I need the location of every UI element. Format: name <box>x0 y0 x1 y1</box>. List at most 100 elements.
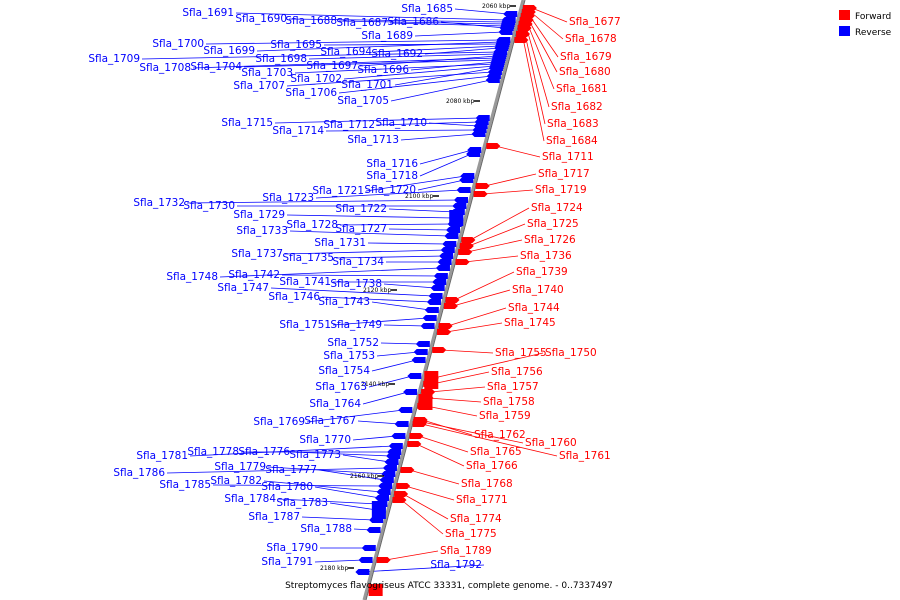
reverse-gene-arrow <box>407 373 422 379</box>
leader-line <box>416 443 465 467</box>
scale-tick-2120-kbp: 2120 kbp <box>363 287 391 294</box>
gene-label-sfla-1759: Sfla_1759 <box>479 410 531 422</box>
reverse-gene-arrow <box>456 187 471 193</box>
gene-label-sfla-1690: Sfla_1690 <box>235 13 287 25</box>
leader-line <box>452 289 511 307</box>
leader-line <box>454 8 509 15</box>
reverse-gene-arrow <box>366 527 381 533</box>
reverse-gene-arrow <box>415 341 430 347</box>
forward-gene-arrow <box>407 441 422 447</box>
leader-line <box>531 7 568 23</box>
leader-line <box>383 324 426 327</box>
reverse-gene-arrow <box>503 11 518 17</box>
gene-label-sfla-1678: Sfla_1678 <box>565 33 617 45</box>
leader-line <box>368 375 413 388</box>
leader-line <box>454 271 515 301</box>
gene-label-sfla-1779: Sfla_1779 <box>214 461 266 473</box>
leader-line <box>373 45 500 53</box>
forward-gene-arrow <box>517 25 532 31</box>
leader-line <box>422 421 524 444</box>
leader-line <box>402 493 449 520</box>
legend-reverse-label: Reverse <box>855 28 892 38</box>
gene-label-sfla-1735: Sfla_1735 <box>282 252 334 264</box>
forward-gene-arrow <box>409 433 424 439</box>
gene-label-sfla-1749: Sfla_1749 <box>330 319 382 331</box>
forward-gene-arrow <box>475 183 490 189</box>
gene-label-sfla-1753: Sfla_1753 <box>323 350 375 362</box>
leader-line <box>419 153 472 177</box>
leader-line <box>291 451 392 457</box>
reverse-gene-arrow <box>355 569 370 575</box>
gene-label-sfla-1702: Sfla_1702 <box>290 73 342 85</box>
forward-gene-arrow <box>437 329 452 335</box>
leader-line <box>284 249 446 255</box>
gene-label-sfla-1776: Sfla_1776 <box>238 446 290 458</box>
reverse-gene-arrow <box>426 299 441 305</box>
gene-label-sfla-1688: Sfla_1688 <box>285 15 337 27</box>
gene-label-sfla-1717: Sfla_1717 <box>538 168 590 180</box>
reverse-gene-arrow <box>384 459 399 465</box>
gene-label-sfla-1730: Sfla_1730 <box>183 200 235 212</box>
leader-line <box>294 63 496 74</box>
reverse-gene-arrow <box>394 421 409 427</box>
leader-line <box>141 51 499 60</box>
leader-line <box>263 480 382 493</box>
gene-label-sfla-1681: Sfla_1681 <box>556 83 608 95</box>
reverse-gene-arrow <box>386 453 401 459</box>
leader-line <box>380 342 421 345</box>
forward-gene-arrow <box>443 303 458 309</box>
leader-line <box>332 317 428 326</box>
gene-label-sfla-1695: Sfla_1695 <box>270 39 322 51</box>
legend-forward-swatch <box>839 10 850 20</box>
leader-line <box>528 19 558 73</box>
gene-label-sfla-1746: Sfla_1746 <box>268 291 320 303</box>
gene-label-sfla-1781: Sfla_1781 <box>136 450 188 462</box>
forward-gene-arrow <box>394 491 409 497</box>
leader-line <box>524 33 546 125</box>
gene-label-sfla-1692: Sfla_1692 <box>371 48 423 60</box>
leader-line <box>426 405 478 417</box>
leader-line <box>484 173 537 187</box>
forward-gene-block <box>368 584 383 596</box>
gene-label-sfla-1739: Sfla_1739 <box>516 266 568 278</box>
gene-label-sfla-1682: Sfla_1682 <box>551 101 603 113</box>
reverse-gene-arrow <box>446 227 461 233</box>
leader-line <box>365 175 466 192</box>
leader-line <box>256 41 501 52</box>
forward-gene-arrow <box>461 237 476 243</box>
gene-label-sfla-1761: Sfla_1761 <box>559 450 611 462</box>
leader-line <box>281 274 439 277</box>
gene-label-sfla-1750: Sfla_1750 <box>545 347 597 359</box>
gene-label-sfla-1738: Sfla_1738 <box>330 278 382 290</box>
scale-tick-2100-kbp: 2100 kbp <box>405 193 433 200</box>
gene-label-sfla-1734: Sfla_1734 <box>332 256 384 268</box>
leader-line <box>289 230 450 237</box>
gene-label-sfla-1727: Sfla_1727 <box>335 223 387 235</box>
reverse-gene-arrow <box>420 323 435 329</box>
gene-label-sfla-1751: Sfla_1751 <box>279 319 331 331</box>
leader-line <box>189 445 394 457</box>
gene-label-sfla-1716: Sfla_1716 <box>366 158 418 170</box>
gene-label-sfla-1713: Sfla_1713 <box>347 134 399 146</box>
scale-tick-2080-kbp: 2080 kbp <box>446 98 474 105</box>
leader-line <box>212 484 384 487</box>
leader-line <box>383 283 436 289</box>
leader-line <box>400 133 477 141</box>
gene-label-sfla-1769: Sfla_1769 <box>253 416 305 428</box>
forward-gene-arrow <box>432 347 447 353</box>
leader-line <box>470 207 530 241</box>
reverse-gene-arrow <box>424 307 439 313</box>
leader-line <box>205 39 502 45</box>
leader-line <box>530 11 564 40</box>
gene-label-sfla-1729: Sfla_1729 <box>233 209 285 221</box>
reverse-gene-arrow <box>361 545 376 551</box>
reverse-gene-arrow <box>413 349 428 355</box>
gene-label-sfla-1679: Sfla_1679 <box>560 51 612 63</box>
gene-label-sfla-1703: Sfla_1703 <box>241 67 293 79</box>
forward-gene-arrow <box>486 143 501 149</box>
gene-label-sfla-1732: Sfla_1732 <box>133 197 185 209</box>
reverse-gene-arrow <box>398 407 413 413</box>
reverse-gene-arrow <box>376 489 391 495</box>
leader-line <box>445 322 503 333</box>
